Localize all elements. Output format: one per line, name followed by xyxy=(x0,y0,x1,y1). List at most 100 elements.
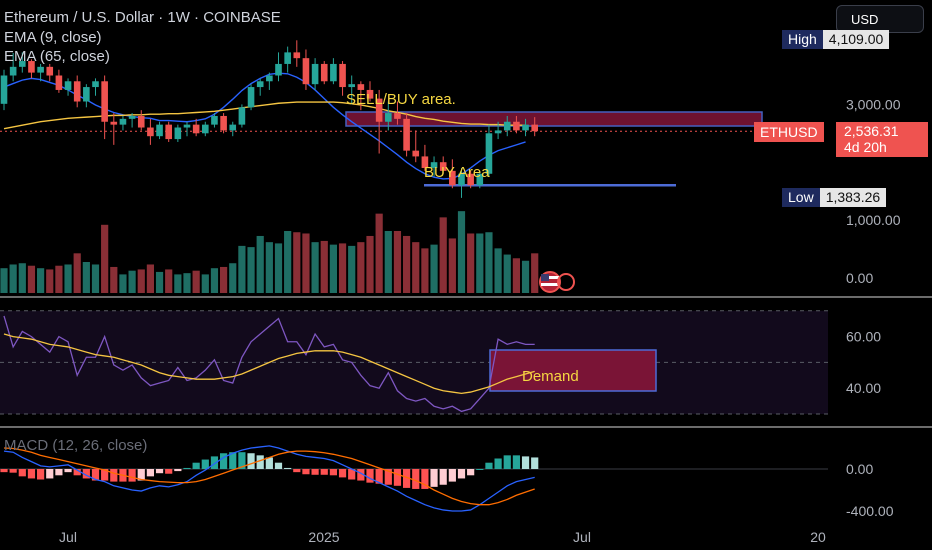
volume-bar xyxy=(311,242,319,293)
candle xyxy=(183,121,191,137)
rsi-axis-tick: 60.00 xyxy=(846,329,881,345)
candle-body xyxy=(55,75,63,90)
volume-bar xyxy=(274,243,283,293)
macd-histogram-bar xyxy=(165,469,173,474)
macd-histogram-bar xyxy=(485,462,493,469)
ema-slow-legend[interactable]: EMA (65, close) xyxy=(4,48,110,65)
candle-body xyxy=(9,66,17,76)
candle xyxy=(330,58,337,85)
candle xyxy=(311,58,319,90)
price-axis-tick: 1,000.00 xyxy=(846,212,901,228)
macd-histogram-bar xyxy=(476,469,484,470)
candle xyxy=(503,115,511,137)
volume-bar xyxy=(503,254,511,293)
candle-body xyxy=(439,162,447,171)
volume-bar xyxy=(27,265,36,293)
candle xyxy=(412,130,420,163)
volume-bar xyxy=(82,262,90,293)
macd-histogram-bar xyxy=(27,469,36,479)
candle xyxy=(165,121,172,142)
volume-bar xyxy=(467,233,475,293)
macd-histogram-bar xyxy=(366,469,374,483)
candle-body xyxy=(192,124,200,134)
volume-bar xyxy=(366,235,374,293)
candle xyxy=(128,113,136,128)
volume-bar xyxy=(155,271,164,293)
candle-body xyxy=(202,124,209,134)
macd-histogram-bar xyxy=(302,469,310,475)
volume-bar xyxy=(137,269,145,293)
candle xyxy=(266,72,273,90)
price-axis-tick: 3,000.00 xyxy=(846,96,901,112)
candle xyxy=(513,115,520,134)
candle-body xyxy=(320,63,328,82)
volume-bar xyxy=(512,258,520,293)
macd-histogram-bar xyxy=(256,455,264,469)
candle xyxy=(174,124,182,142)
volume-bar xyxy=(46,269,54,293)
macd-histogram-bar xyxy=(146,469,154,477)
candle-body xyxy=(430,162,438,168)
candle xyxy=(46,63,54,82)
candle xyxy=(137,110,145,131)
currency-button[interactable]: USD xyxy=(836,5,924,33)
volume-bar xyxy=(165,269,173,293)
candle-body xyxy=(238,107,246,125)
volume-bar xyxy=(357,242,365,293)
us-flag-icon xyxy=(539,271,575,293)
candle xyxy=(458,167,465,198)
candle-body xyxy=(275,63,282,76)
candle-body xyxy=(37,66,44,73)
candle-body xyxy=(165,124,172,140)
high-value: 4,109.00 xyxy=(822,30,890,49)
volume-bar xyxy=(192,270,200,293)
rsi-ma-line xyxy=(3,333,535,395)
candle-body xyxy=(375,98,383,122)
volume-bar xyxy=(421,248,429,293)
candle xyxy=(156,121,163,140)
volume-bar xyxy=(174,274,182,293)
candle xyxy=(293,40,301,67)
candle-body xyxy=(101,81,108,122)
candle-body xyxy=(348,84,355,88)
volume-bar xyxy=(348,245,356,293)
macd-histogram-bar xyxy=(348,469,356,480)
candle xyxy=(202,121,209,137)
candle xyxy=(494,121,502,140)
volume-bar xyxy=(220,266,228,293)
signal-line xyxy=(3,447,535,506)
candle-body xyxy=(494,130,502,134)
countdown: 4d 20h xyxy=(844,139,887,155)
macd-histogram-bar xyxy=(338,469,347,478)
volume-bar xyxy=(91,264,100,293)
candle-body xyxy=(64,81,72,90)
high-tag: High 4,109.00 xyxy=(782,30,890,49)
macd-histogram-bar xyxy=(247,453,255,469)
last-price-value: 2,536.31 xyxy=(844,123,899,139)
macd-histogram-bar xyxy=(64,469,72,473)
candle-body xyxy=(467,173,474,186)
macd-histogram-bar xyxy=(210,456,219,469)
macd-histogram-bar xyxy=(55,469,63,476)
macd-legend[interactable]: MACD (12, 26, close) xyxy=(4,437,148,454)
candle-body xyxy=(229,124,237,131)
macd-histogram-bar xyxy=(274,462,283,469)
candle-body xyxy=(211,115,218,125)
candle xyxy=(9,52,17,82)
macd-histogram-bar xyxy=(220,453,228,469)
candle xyxy=(421,144,429,171)
candle-body xyxy=(293,52,301,59)
volume-bar xyxy=(521,260,530,293)
macd-histogram-bar xyxy=(37,469,45,480)
macd-axis-tick: -400.00 xyxy=(846,503,894,519)
candle-body xyxy=(449,170,456,186)
rsi-line xyxy=(3,315,535,413)
volume-bar xyxy=(448,238,456,293)
candle-body xyxy=(128,115,136,119)
candle-body xyxy=(366,89,374,99)
ema-fast-legend[interactable]: EMA (9, close) xyxy=(4,29,102,46)
volume-bar xyxy=(64,264,72,293)
candle xyxy=(439,156,447,174)
candle xyxy=(64,78,72,96)
